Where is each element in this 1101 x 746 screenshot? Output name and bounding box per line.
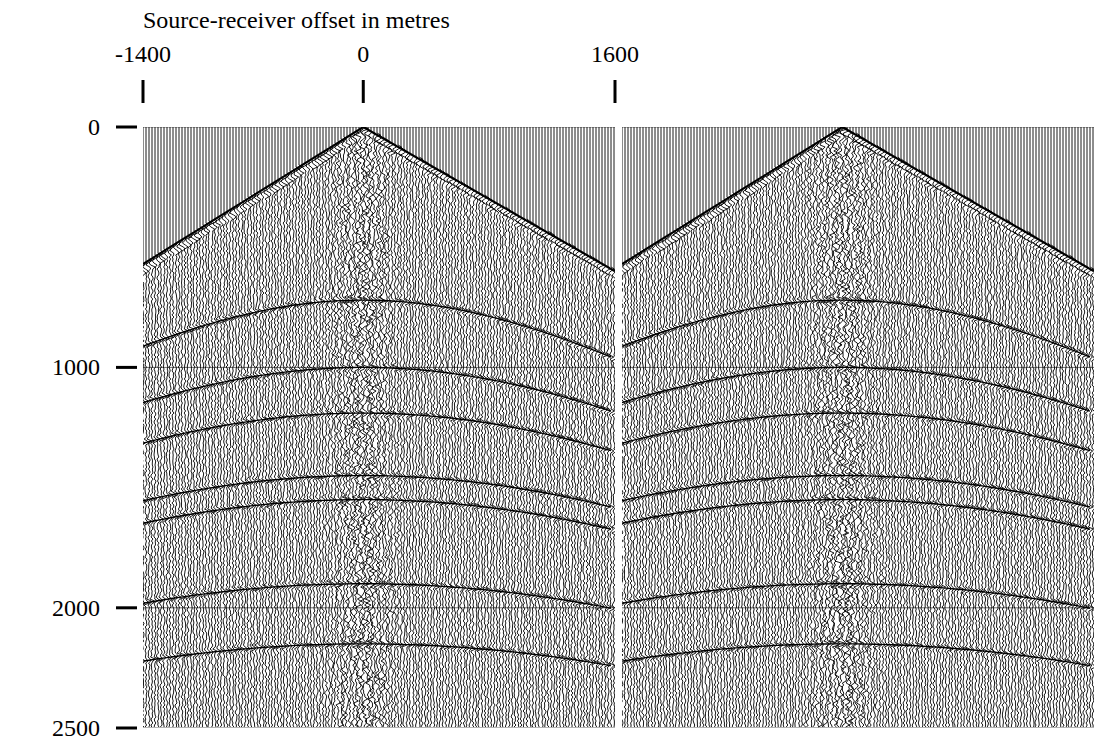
grid-line — [622, 127, 1094, 128]
trace — [718, 127, 725, 727]
reflection — [622, 476, 1090, 507]
reflection — [143, 476, 611, 507]
trace — [612, 127, 615, 727]
tick-mark — [116, 606, 137, 609]
trace — [177, 127, 182, 727]
trace — [814, 127, 820, 727]
trace — [557, 127, 564, 727]
panel — [622, 127, 1094, 728]
grid-line — [143, 127, 615, 128]
trace — [1055, 127, 1060, 727]
trace — [222, 127, 228, 727]
trace — [802, 127, 808, 727]
trace — [593, 127, 599, 727]
trace — [338, 127, 345, 727]
trace — [665, 127, 670, 727]
trace — [1051, 127, 1058, 727]
trace — [279, 127, 285, 727]
trace — [359, 127, 366, 727]
tick-label: 2000 — [52, 595, 100, 621]
trace — [191, 127, 198, 727]
trace — [1070, 127, 1076, 727]
trace — [946, 127, 952, 727]
trace — [757, 127, 764, 727]
trace — [862, 127, 869, 727]
trace — [800, 127, 805, 727]
trace — [1091, 127, 1094, 727]
trace — [401, 127, 408, 727]
trace — [880, 127, 887, 727]
panel-background — [622, 127, 1094, 728]
trace — [1043, 127, 1048, 727]
tick-mark — [142, 80, 145, 103]
trace — [1072, 127, 1079, 727]
reflection — [622, 300, 1090, 357]
grid-line — [622, 607, 1094, 608]
grid-line — [622, 728, 1094, 729]
trace — [817, 127, 824, 727]
reflection — [622, 413, 1090, 451]
first-break — [143, 127, 615, 271]
reflection — [622, 367, 1090, 411]
grid-line — [143, 607, 615, 608]
trace — [823, 127, 830, 727]
tick-mark — [362, 80, 365, 103]
reflection — [143, 413, 611, 451]
trace — [482, 127, 489, 727]
reflection — [143, 367, 611, 411]
tick-label: 1600 — [591, 41, 639, 67]
reflection — [143, 584, 611, 608]
trace — [329, 127, 335, 727]
tick-label: 1000 — [52, 354, 100, 380]
trace — [950, 127, 955, 727]
trace — [347, 127, 354, 727]
trace — [838, 127, 845, 727]
tick-mark — [116, 126, 137, 129]
grid-line — [143, 728, 615, 729]
tick-label: 2500 — [52, 715, 100, 741]
reflection — [622, 500, 1090, 530]
tick-mark — [116, 727, 137, 730]
reflection — [622, 644, 1090, 666]
axis-title: Source-receiver offset in metres — [143, 7, 450, 33]
trace — [429, 127, 435, 727]
trace — [399, 127, 405, 727]
first-break — [622, 127, 1094, 271]
tick-mark — [614, 80, 617, 103]
trace — [374, 127, 380, 727]
figure: Source-receiver offset in metres -1400 0 16… — [0, 0, 1101, 746]
trace — [736, 127, 742, 727]
trace — [453, 127, 459, 727]
trace — [725, 127, 730, 727]
trace — [844, 127, 851, 727]
trace — [560, 127, 567, 727]
trace — [386, 127, 392, 727]
reflection — [143, 644, 611, 666]
trace — [811, 127, 818, 727]
trace — [1057, 127, 1064, 727]
trace — [1009, 127, 1015, 727]
tick-label: -1400 — [115, 41, 171, 67]
panel-background — [143, 127, 615, 728]
reflection — [143, 300, 611, 357]
tick-mark — [116, 366, 137, 369]
trace — [362, 127, 369, 727]
tick-label: 0 — [357, 41, 369, 67]
tick-label: 0 — [88, 114, 100, 140]
trace — [206, 127, 212, 727]
panel — [143, 127, 615, 728]
trace — [853, 127, 860, 727]
reflection — [622, 584, 1090, 608]
reflection — [143, 500, 611, 530]
